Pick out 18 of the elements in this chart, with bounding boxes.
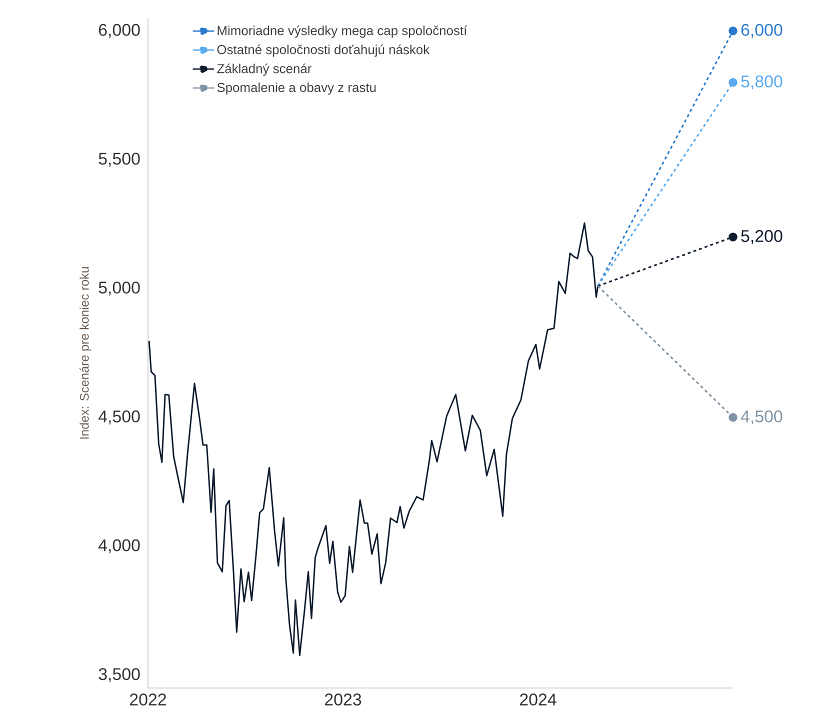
x-tick-label: 2024: [520, 694, 556, 706]
legend-label: Základný scenár: [217, 64, 312, 76]
y-tick-label: 4,000: [98, 539, 140, 554]
data-label: 6,000: [741, 24, 782, 38]
legend-label: Mimoriadne výsledky mega cap spoločností: [218, 26, 468, 38]
data-label: 5,800: [741, 75, 782, 90]
legend-label: Spomalenie a obavy z rastu: [217, 82, 376, 95]
y-tick-label: 5,500: [98, 152, 140, 167]
data-label: 5,200: [741, 230, 782, 244]
y-tick-label: 4,500: [98, 410, 140, 424]
y-tick-label: 5,000: [98, 282, 140, 296]
data-label: 4,500: [740, 410, 782, 424]
x-tick-label: 2022: [130, 694, 166, 706]
y-tick-label: 6,000: [98, 24, 140, 38]
legend-label: Ostatné spoločnosti doťahujú náskok: [217, 44, 430, 57]
y-tick-label: 3,500: [98, 668, 140, 682]
x-tick-label: 2023: [325, 694, 362, 706]
y-axis-title: Index: Scenáre pre koniec roku: [80, 267, 92, 439]
